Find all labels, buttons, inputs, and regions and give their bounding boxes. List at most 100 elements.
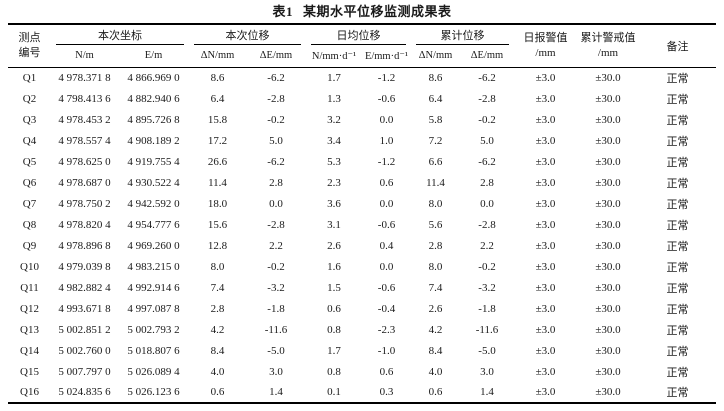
cell-remark: 正常	[666, 324, 689, 337]
cell-daily-alarm: ±3.0	[535, 134, 556, 147]
cell-daily-e: 0.3	[379, 386, 394, 398]
cell-point-id: Q11	[20, 281, 39, 294]
cell-disp-n: 12.8	[207, 239, 228, 252]
cell-daily-n: 0.8	[327, 323, 341, 336]
cell-disp-n: 0.6	[210, 386, 225, 398]
cell-coord-e: 4 942.592 0	[127, 197, 180, 210]
cell-cum-alarm: ±30.0	[595, 218, 621, 231]
cell-coord-e: 4 992.914 6	[127, 281, 180, 294]
cell-point-id: Q9	[22, 239, 37, 252]
header-point-id: 测点 编号	[8, 24, 51, 68]
cell-daily-alarm: ±3.0	[535, 323, 556, 336]
monitoring-results-table: 测点 编号 本次坐标 本次位移 日均位移 累计位移 日报警值 /mm 累计警戒值…	[8, 23, 716, 404]
cell-disp-n: 8.0	[210, 260, 225, 273]
cell-cum-e: -6.2	[478, 71, 496, 84]
table-row: Q4 4 978.557 4 4 908.189 2 17.2 5.0 3.4 1.0 7.2…	[8, 130, 716, 151]
header-group-current-displacement: 本次位移	[189, 24, 306, 45]
cell-coord-n: 4 978.557 4	[58, 134, 111, 147]
cell-daily-e: -0.6	[377, 281, 396, 294]
cell-coord-n: 5 024.835 6	[58, 386, 111, 398]
cell-coord-n: 4 978.453 2	[58, 113, 111, 126]
cell-cum-e: -6.2	[478, 155, 496, 168]
header-daily-alarm-line1: 日报警值	[523, 31, 568, 44]
cell-coord-e: 4 997.087 8	[127, 302, 180, 315]
cell-coord-n: 4 982.882 4	[58, 281, 111, 294]
cell-point-id: Q3	[22, 113, 37, 126]
cell-point-id: Q13	[20, 323, 39, 336]
cell-cum-alarm: ±30.0	[595, 386, 621, 398]
cell-cum-e: -5.0	[478, 344, 496, 357]
cell-disp-e: -6.2	[267, 155, 285, 168]
cell-remark: 正常	[666, 219, 689, 232]
cell-disp-e: 3.0	[269, 365, 283, 378]
cell-disp-n: 8.4	[210, 344, 225, 357]
cell-daily-alarm: ±3.0	[535, 197, 556, 210]
cell-coord-e: 4 983.215 0	[127, 260, 180, 273]
cell-point-id: Q7	[22, 197, 37, 210]
cell-cum-n: 0.6	[428, 386, 443, 398]
cell-cum-alarm: ±30.0	[595, 155, 621, 168]
cell-cum-n: 8.0	[428, 260, 443, 273]
table-row: Q9 4 978.896 8 4 969.260 0 12.8 2.2 2.6 0.4 2.8…	[8, 235, 716, 256]
cell-disp-e: 0.0	[269, 197, 283, 210]
cell-cum-alarm: ±30.0	[595, 344, 621, 357]
table-row: Q13 5 002.851 2 5 002.793 2 4.2 -11.6 0.8 -2.3…	[8, 319, 716, 340]
cell-cum-n: 4.2	[428, 323, 443, 336]
cell-daily-n: 0.6	[327, 302, 341, 315]
cell-remark: 正常	[666, 282, 689, 295]
cell-point-id: Q6	[22, 176, 37, 189]
header-cum-e: ΔE/mm	[460, 45, 514, 68]
cell-cum-alarm: ±30.0	[595, 71, 621, 84]
cell-disp-e: 5.0	[269, 134, 283, 147]
cell-daily-alarm: ±3.0	[535, 71, 556, 84]
table-row: Q11 4 982.882 4 4 992.914 6 7.4 -3.2 1.5 -0.6 7…	[8, 277, 716, 298]
cell-point-id: Q5	[22, 155, 37, 168]
cell-cum-n: 11.4	[426, 176, 445, 189]
cell-remark: 正常	[666, 177, 689, 190]
cell-cum-n: 8.6	[428, 71, 443, 84]
cell-cum-alarm: ±30.0	[595, 302, 621, 315]
cell-point-id: Q14	[20, 344, 39, 357]
cell-disp-n: 8.6	[210, 71, 225, 84]
cell-disp-e: -2.8	[267, 92, 285, 105]
cell-coord-n: 4 978.820 4	[58, 218, 111, 231]
header-disp-n: ΔN/mm	[189, 45, 246, 68]
cell-cum-n: 4.0	[428, 365, 443, 378]
cell-daily-e: 0.0	[379, 197, 394, 210]
cell-coord-e: 4 895.726 8	[127, 113, 180, 126]
cell-cum-e: -1.8	[478, 302, 496, 315]
cell-cum-e: 1.4	[480, 386, 494, 398]
header-disp-e: ΔE/mm	[246, 45, 306, 68]
cell-daily-alarm: ±3.0	[535, 260, 556, 273]
cell-daily-e: 0.0	[379, 113, 394, 126]
cell-disp-n: 15.6	[207, 218, 228, 231]
cell-cum-e: -0.2	[478, 260, 496, 273]
cell-cum-alarm: ±30.0	[595, 323, 621, 336]
cell-daily-e: -0.6	[377, 92, 396, 105]
cell-coord-e: 5 026.123 6	[127, 386, 180, 398]
cell-coord-e: 5 002.793 2	[127, 323, 180, 336]
cell-disp-n: 4.0	[210, 365, 225, 378]
cell-daily-n: 3.4	[327, 134, 341, 147]
cell-daily-e: 0.4	[379, 239, 394, 252]
cell-cum-alarm: ±30.0	[595, 260, 621, 273]
cell-daily-alarm: ±3.0	[535, 176, 556, 189]
table-row: Q7 4 978.750 2 4 942.592 0 18.0 0.0 3.6 0.0 8.0…	[8, 193, 716, 214]
table-header: 测点 编号 本次坐标 本次位移 日均位移 累计位移 日报警值 /mm 累计警戒值…	[8, 24, 716, 68]
table-row: Q6 4 978.687 0 4 930.522 4 11.4 2.8 2.3 0.6 11.…	[8, 172, 716, 193]
cell-daily-alarm: ±3.0	[535, 218, 556, 231]
cell-coord-e: 4 866.969 0	[127, 71, 180, 84]
cell-disp-e: -1.8	[267, 302, 285, 315]
cell-point-id: Q10	[20, 260, 39, 273]
cell-daily-n: 0.1	[327, 386, 341, 398]
cell-cum-e: -2.8	[478, 218, 496, 231]
header-point-line2: 编号	[18, 46, 41, 59]
cell-daily-n: 2.6	[327, 239, 341, 252]
table-row: Q12 4 993.671 8 4 997.087 8 2.8 -1.8 0.6 -0.4 2…	[8, 298, 716, 319]
cell-daily-alarm: ±3.0	[535, 155, 556, 168]
cell-daily-e: 0.6	[379, 365, 394, 378]
cell-remark: 正常	[666, 387, 689, 399]
cell-coord-e: 4 919.755 4	[127, 155, 180, 168]
cell-remark: 正常	[666, 93, 689, 106]
cell-disp-e: 2.2	[269, 239, 283, 252]
